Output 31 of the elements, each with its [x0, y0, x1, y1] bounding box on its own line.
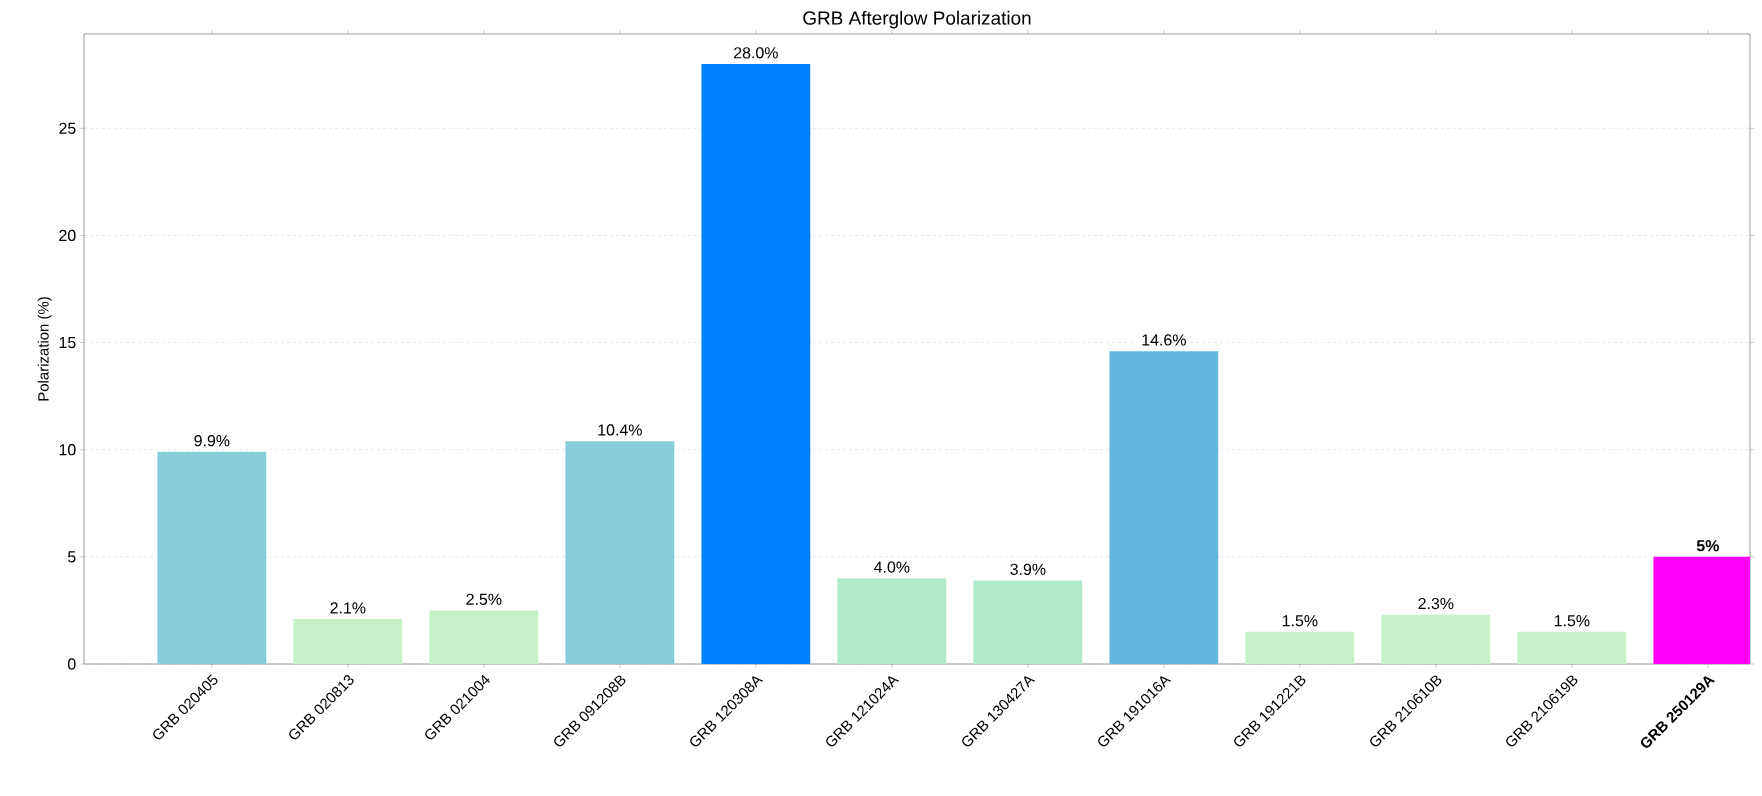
bar: [1109, 351, 1219, 664]
y-tick-label: 20: [59, 229, 76, 242]
data-label: 1.5%: [1554, 615, 1590, 627]
y-tick-label: 25: [59, 122, 76, 134]
bar: [1517, 631, 1627, 664]
y-tick-label: 10: [59, 444, 76, 456]
bar: [973, 580, 1083, 664]
y-tick-label: 15: [59, 337, 76, 349]
data-label: 2.3%: [1418, 597, 1454, 610]
bar: [293, 619, 403, 664]
data-label: 2.1%: [330, 602, 366, 614]
data-label: 10.4%: [598, 424, 642, 436]
data-label: 1.5%: [1282, 615, 1318, 627]
chart-title: GRB Afterglow Polarization: [803, 10, 1031, 29]
data-label: 4.0%: [874, 561, 910, 573]
data-label: 5%: [1696, 540, 1719, 552]
data-label: 28.0%: [734, 47, 778, 59]
bar: [565, 441, 675, 664]
data-label: 2.5%: [466, 593, 502, 605]
y-tick-label: 5: [68, 551, 76, 563]
data-label: 9.9%: [194, 435, 230, 447]
bar: [1381, 614, 1491, 664]
y-axis-title: Polarization (%): [37, 297, 52, 401]
y-tick-label: 0: [67, 658, 76, 670]
bar: [837, 578, 947, 664]
bar: [429, 610, 539, 664]
bar: [701, 63, 811, 664]
bar: [157, 451, 267, 664]
data-label: 14.6%: [1142, 334, 1186, 346]
bar: [1245, 631, 1355, 664]
data-label: 3.9%: [1010, 563, 1046, 575]
